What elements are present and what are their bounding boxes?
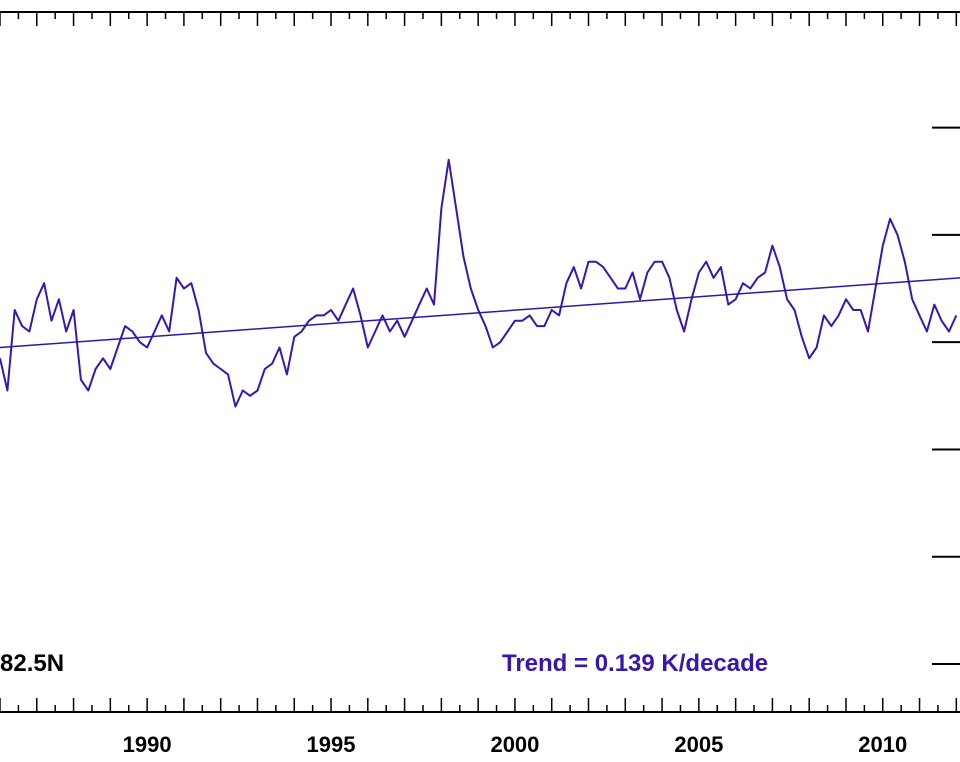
x-axis-ticks: 1990 1995 2000 2005 2010 xyxy=(0,12,958,757)
trend-label: Trend = 0.139 K/decade xyxy=(502,650,768,677)
y-axis-ticks xyxy=(932,126,960,665)
anomaly-series-line xyxy=(0,158,958,408)
x-tick-label: 2010 xyxy=(858,732,907,757)
x-tick-label: 1995 xyxy=(307,732,356,757)
region-label: 82.5N xyxy=(0,650,64,677)
x-tick-label: 2005 xyxy=(674,732,723,757)
x-tick-label: 2000 xyxy=(490,732,539,757)
x-tick-label: 1990 xyxy=(123,732,172,757)
trend-line xyxy=(0,277,960,349)
